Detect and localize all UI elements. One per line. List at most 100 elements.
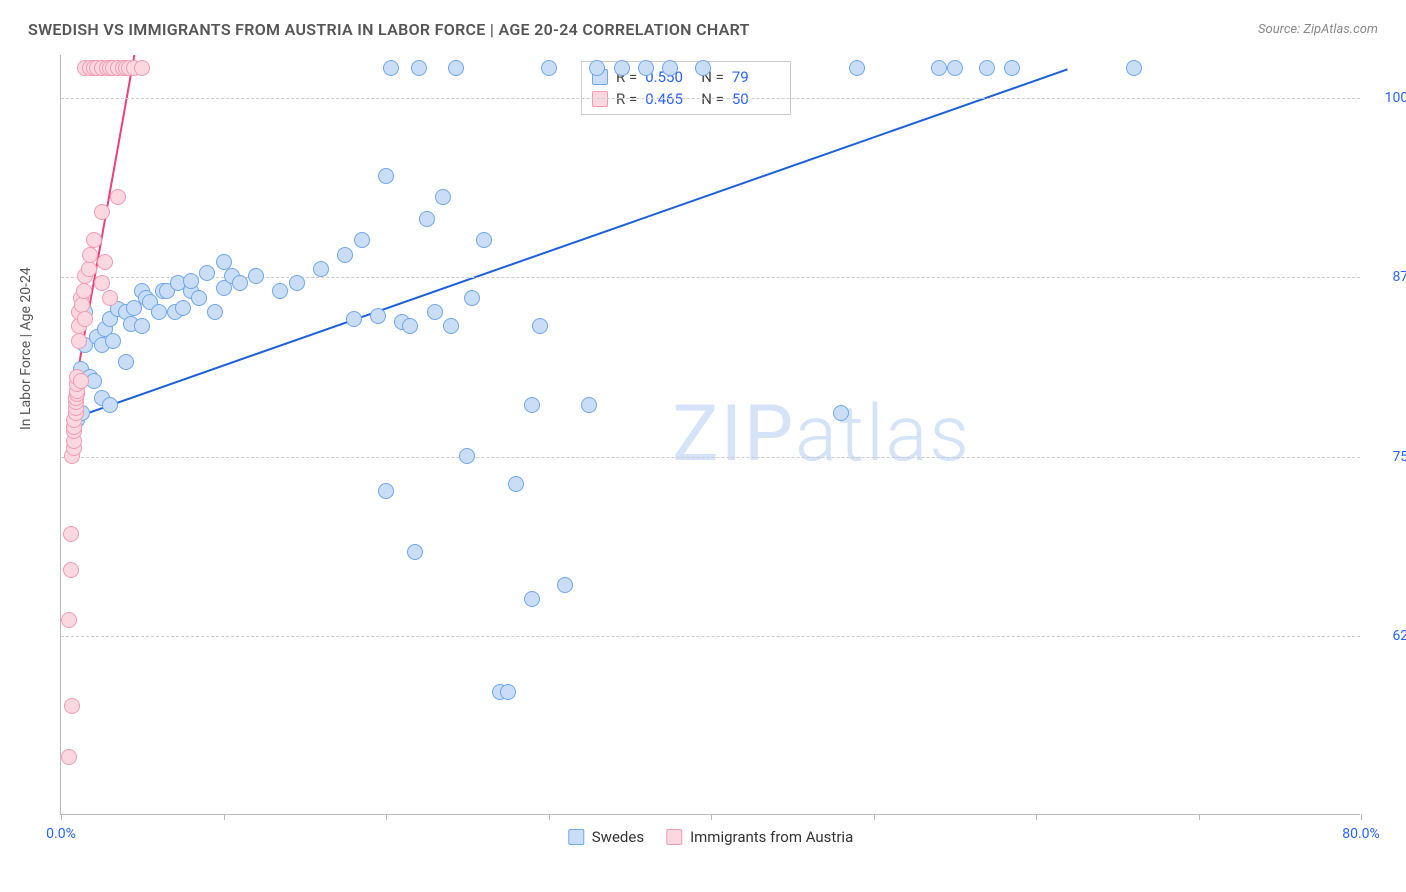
y-tick-label: 62.5% — [1370, 628, 1406, 644]
data-point — [248, 268, 264, 284]
data-point — [476, 232, 492, 248]
data-point — [508, 476, 524, 492]
swatch-blue — [568, 829, 584, 845]
data-point — [443, 318, 459, 334]
x-tick-label: 80.0% — [1342, 826, 1380, 842]
data-point — [383, 60, 399, 76]
y-axis-label: In Labor Force | Age 20-24 — [18, 267, 34, 430]
data-point — [76, 283, 92, 299]
data-point — [199, 265, 215, 281]
data-point — [74, 297, 90, 313]
data-point — [337, 247, 353, 263]
y-tick-label: 100.0% — [1370, 90, 1406, 106]
swatch-pink — [666, 829, 682, 845]
data-point — [207, 304, 223, 320]
data-point — [581, 397, 597, 413]
data-point — [63, 562, 79, 578]
chart-title: SWEDISH VS IMMIGRANTS FROM AUSTRIA IN LA… — [28, 20, 750, 39]
data-point — [614, 60, 630, 76]
data-point — [427, 304, 443, 320]
data-point — [82, 247, 98, 263]
data-point — [183, 273, 199, 289]
data-point — [524, 397, 540, 413]
data-point — [931, 60, 947, 76]
data-point — [61, 749, 77, 765]
legend-item-swedes: Swedes — [568, 828, 644, 846]
data-point — [419, 211, 435, 227]
x-tick — [386, 814, 387, 820]
data-point — [118, 354, 134, 370]
data-point — [354, 232, 370, 248]
gridline-h — [61, 98, 1360, 99]
y-tick-label: 87.5% — [1370, 269, 1406, 285]
data-point — [105, 333, 121, 349]
y-tick-label: 75.0% — [1370, 449, 1406, 465]
data-point — [979, 60, 995, 76]
data-point — [1004, 60, 1020, 76]
x-tick — [874, 814, 875, 820]
data-point — [232, 275, 248, 291]
data-point — [1126, 60, 1142, 76]
data-point — [541, 60, 557, 76]
data-point — [81, 261, 97, 277]
data-point — [77, 311, 93, 327]
data-point — [589, 60, 605, 76]
data-point — [110, 189, 126, 205]
data-point — [73, 373, 89, 389]
data-point — [86, 232, 102, 248]
data-point — [102, 290, 118, 306]
legend-item-austria: Immigrants from Austria — [666, 828, 853, 846]
data-point — [378, 168, 394, 184]
x-tick — [61, 814, 62, 820]
data-point — [63, 526, 79, 542]
data-point — [102, 397, 118, 413]
data-point — [134, 60, 150, 76]
x-tick — [1036, 814, 1037, 820]
data-point — [313, 261, 329, 277]
legend-label-swedes: Swedes — [592, 828, 644, 846]
data-point — [638, 60, 654, 76]
data-point — [97, 254, 113, 270]
data-point — [435, 189, 451, 205]
source-label: Source: ZipAtlas.com — [1258, 22, 1378, 37]
data-point — [94, 204, 110, 220]
x-tick — [1199, 814, 1200, 820]
data-point — [459, 448, 475, 464]
gridline-h — [61, 457, 1360, 458]
data-point — [500, 684, 516, 700]
data-point — [64, 698, 80, 714]
data-point — [524, 591, 540, 607]
data-point — [464, 290, 480, 306]
data-point — [61, 612, 77, 628]
data-point — [849, 60, 865, 76]
data-point — [71, 333, 87, 349]
data-point — [378, 483, 394, 499]
x-tick — [711, 814, 712, 820]
data-point — [532, 318, 548, 334]
x-tick — [549, 814, 550, 820]
data-point — [289, 275, 305, 291]
data-point — [134, 318, 150, 334]
legend-label-austria: Immigrants from Austria — [690, 828, 853, 846]
gridline-h — [61, 636, 1360, 637]
data-point — [175, 300, 191, 316]
data-point — [272, 283, 288, 299]
data-point — [346, 311, 362, 327]
data-point — [370, 308, 386, 324]
data-point — [151, 304, 167, 320]
legend-correlation: R = 0.550 N = 79 R = 0.465 N = 50 — [581, 61, 791, 115]
data-point — [402, 318, 418, 334]
data-point — [557, 577, 573, 593]
data-point — [947, 60, 963, 76]
x-tick-label: 0.0% — [46, 826, 76, 842]
data-point — [191, 290, 207, 306]
data-point — [448, 60, 464, 76]
watermark-bold: ZIP — [672, 389, 795, 480]
data-point — [411, 60, 427, 76]
data-point — [833, 405, 849, 421]
x-tick — [1361, 814, 1362, 820]
data-point — [407, 544, 423, 560]
title-bar: SWEDISH VS IMMIGRANTS FROM AUSTRIA IN LA… — [28, 20, 1378, 39]
watermark-light: atlas — [795, 389, 971, 480]
trend-lines — [61, 55, 1360, 814]
